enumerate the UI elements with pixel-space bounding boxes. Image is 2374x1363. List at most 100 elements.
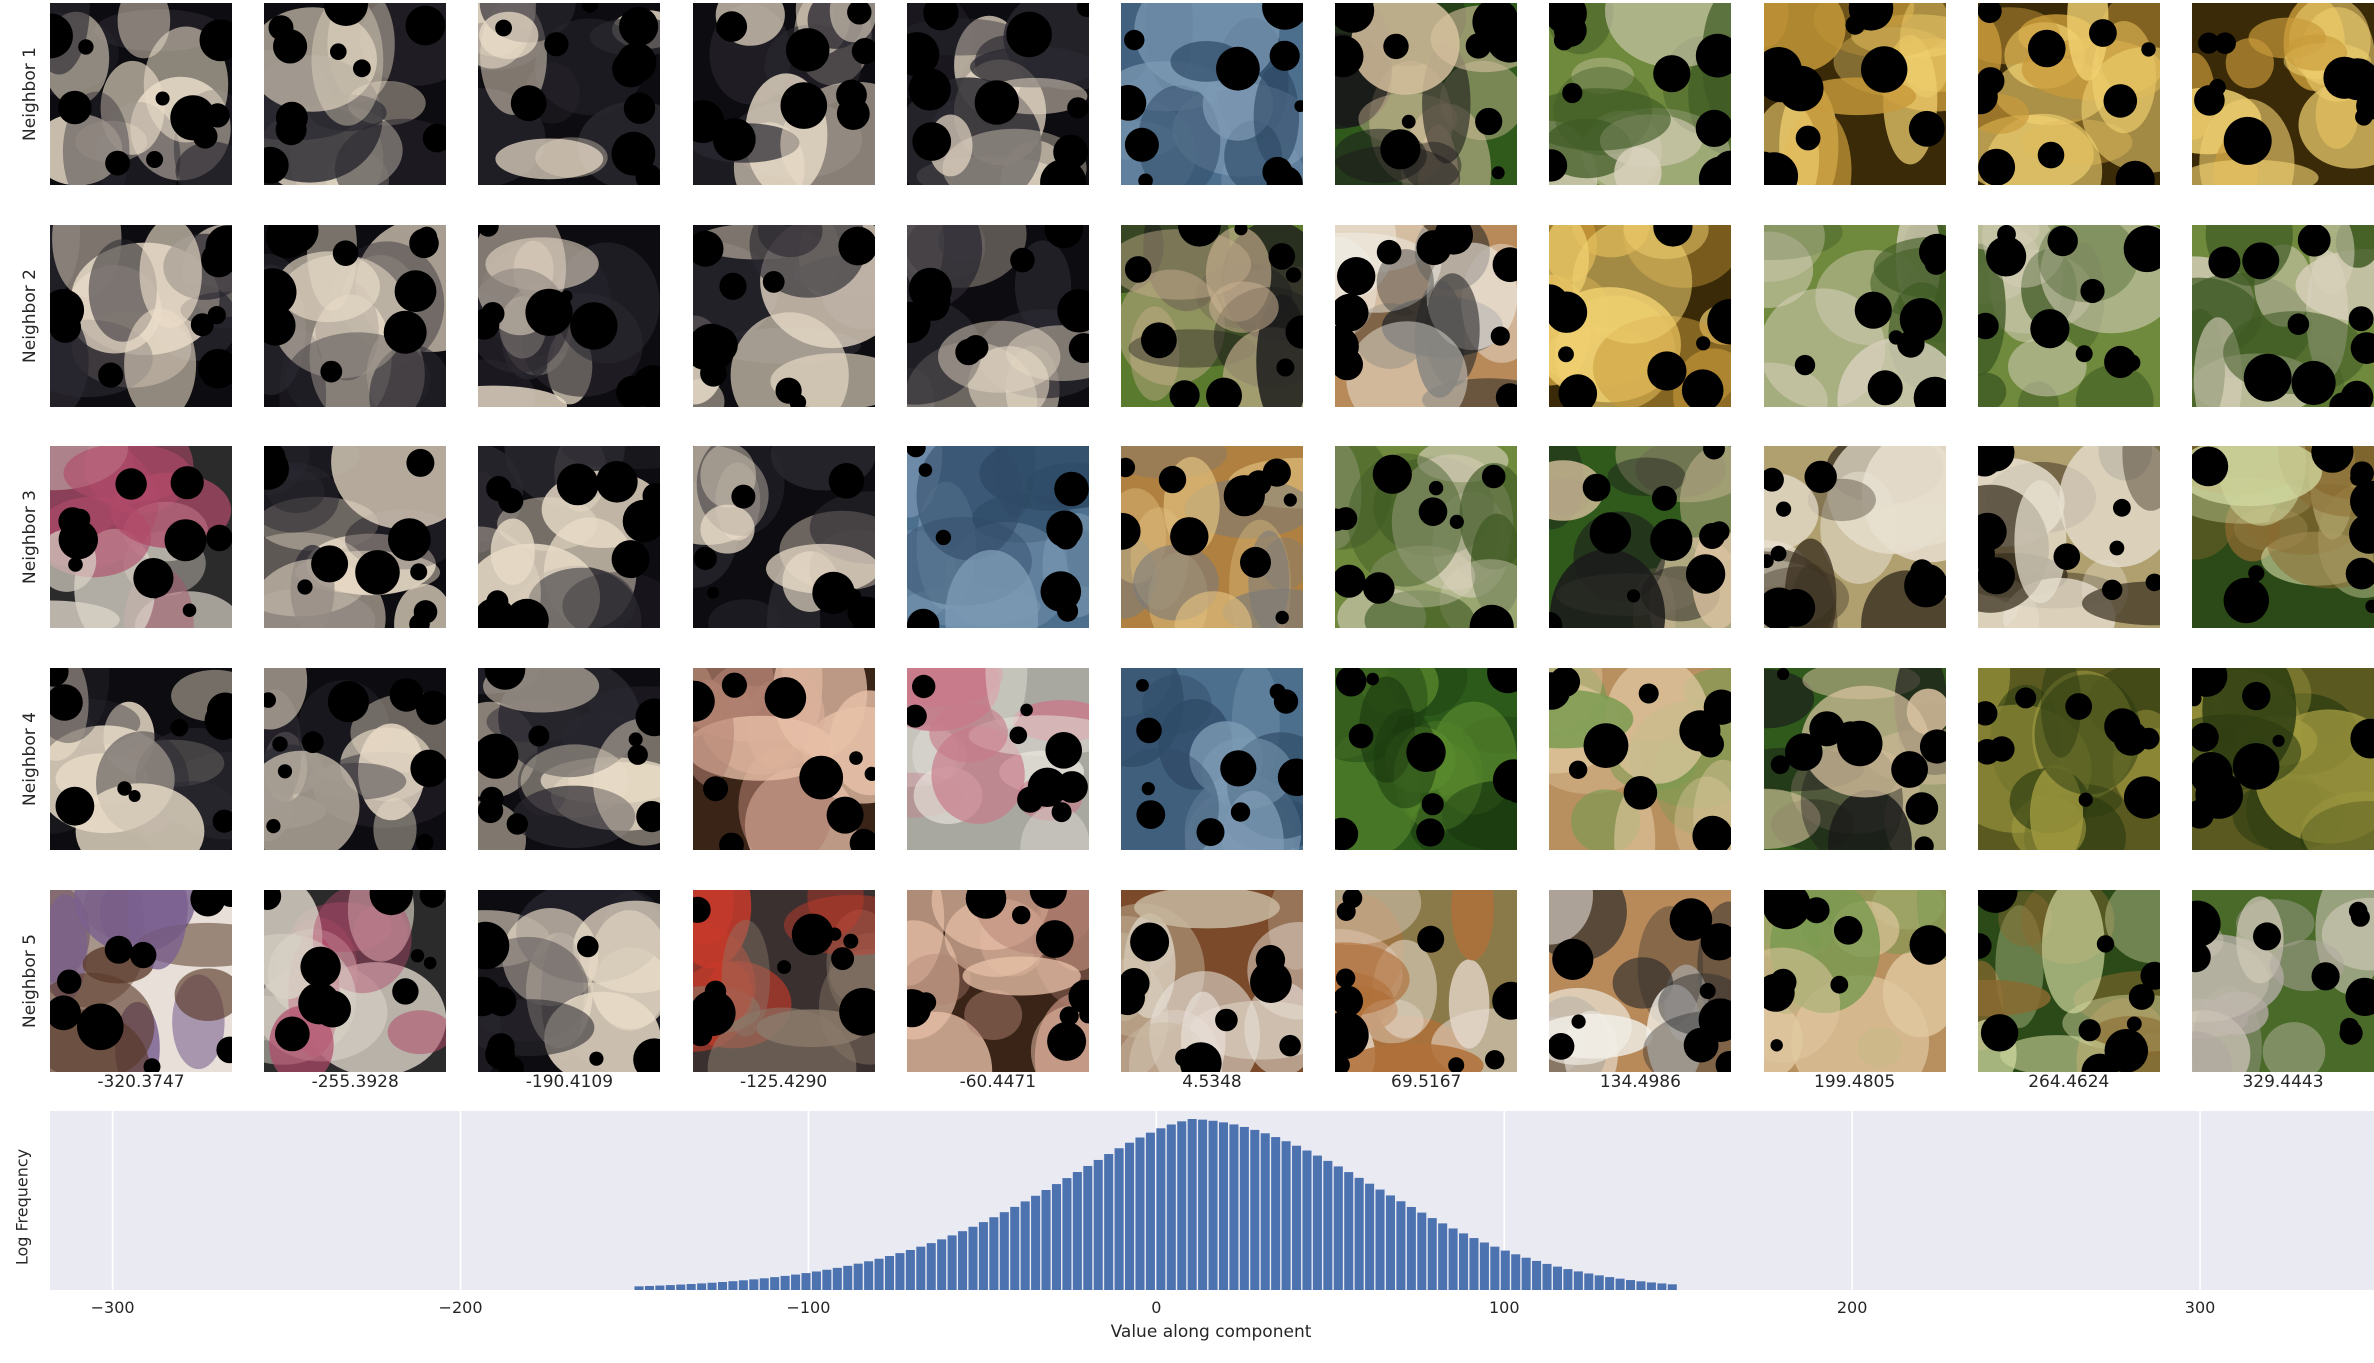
histogram-bar (926, 1243, 936, 1290)
histogram-bar (1208, 1120, 1218, 1290)
neighbor-thumbnail (1121, 889, 1303, 1072)
neighbor-thumbnail (1977, 668, 2160, 851)
histogram-bar (1292, 1145, 1302, 1290)
histogram-bar (905, 1249, 915, 1290)
neighbor-thumbnail (2192, 446, 2374, 629)
histogram-bar (1250, 1129, 1260, 1290)
neighbor-thumbnail (264, 224, 447, 407)
histogram-bar (1125, 1142, 1135, 1290)
neighbor-thumbnail (50, 668, 232, 851)
histogram-bar (811, 1271, 821, 1290)
neighbor-thumbnail (478, 3, 661, 185)
histogram-bar (697, 1283, 707, 1290)
histogram-bar (634, 1286, 644, 1290)
histogram-bar (759, 1278, 769, 1290)
histogram-bar (780, 1275, 790, 1290)
histogram-bar (1271, 1137, 1281, 1290)
histogram-bar (1323, 1160, 1333, 1290)
histogram-bar (978, 1222, 988, 1290)
histogram-bar (874, 1258, 884, 1290)
column-value-label: 69.5167 (1391, 1072, 1462, 1092)
histogram-bar (676, 1284, 686, 1290)
histogram-bar (749, 1279, 759, 1290)
neighbor-thumbnail (50, 3, 232, 185)
column-value-label: -255.3928 (311, 1072, 399, 1092)
histogram-bar (1448, 1228, 1458, 1290)
histogram-bar (1145, 1132, 1155, 1290)
histogram-bar (770, 1277, 780, 1290)
histogram-bar (1333, 1166, 1343, 1290)
neighbor-thumbnail (478, 446, 661, 629)
y-axis-label: Log Frequency (12, 1148, 32, 1266)
neighbor-thumbnail (50, 889, 232, 1072)
histogram-bar (1563, 1269, 1573, 1290)
column-value-label: 134.4986 (1599, 1072, 1681, 1092)
neighbor-thumbnail (1549, 668, 1732, 851)
neighbor-thumbnail (1763, 889, 1946, 1072)
row-label-neighbor-5: Neighbor 5 (20, 933, 40, 1028)
x-tick-label: −200 (439, 1298, 483, 1317)
histogram-bar (1406, 1206, 1416, 1290)
histogram-bar (1093, 1159, 1103, 1290)
histogram-bar (1584, 1273, 1594, 1290)
neighbor-thumbnail (1763, 224, 1946, 407)
neighbor-thumbnail (478, 668, 661, 851)
neighbor-thumbnail (2192, 668, 2374, 851)
histogram-bar (1344, 1172, 1354, 1290)
histogram-bar (1594, 1275, 1604, 1290)
histogram-bar (644, 1285, 654, 1290)
histogram-bar (1500, 1250, 1510, 1290)
column-value-label: -60.4471 (959, 1072, 1037, 1092)
x-tick-label: 100 (1489, 1298, 1520, 1317)
histogram-bar (1646, 1282, 1656, 1290)
row-label-neighbor-4: Neighbor 4 (20, 712, 40, 807)
neighbor-thumbnail (50, 224, 232, 407)
histogram-bar (843, 1265, 853, 1290)
x-tick-label: 300 (2185, 1298, 2216, 1317)
histogram-bar (1104, 1154, 1114, 1290)
histogram-bar (1020, 1201, 1030, 1290)
neighbor-thumbnail (906, 889, 1089, 1072)
histogram-bar (1135, 1137, 1145, 1290)
neighbor-thumbnail (264, 889, 447, 1072)
histogram-bar (1354, 1177, 1364, 1290)
histogram-bar (1156, 1128, 1166, 1290)
x-tick-label: −100 (786, 1298, 830, 1317)
histogram-bar (738, 1280, 748, 1290)
histogram-bar (1427, 1218, 1437, 1290)
histogram-bar (1031, 1195, 1041, 1290)
neighbor-thumbnail (692, 446, 875, 629)
histogram-bar (1010, 1206, 1020, 1290)
neighbor-thumbnail (264, 446, 447, 629)
column-value-label: 329.4443 (2242, 1072, 2324, 1092)
histogram-bar (1312, 1155, 1322, 1290)
histogram-bar (1041, 1190, 1051, 1290)
histogram-bar (1083, 1165, 1093, 1290)
histogram-bar (1615, 1278, 1625, 1290)
histogram-bar (1521, 1257, 1531, 1290)
neighbor-thumbnail (264, 3, 447, 185)
histogram-bar (1051, 1184, 1061, 1290)
neighbor-thumbnail (692, 224, 875, 407)
histogram-bar (1469, 1238, 1479, 1290)
neighbor-thumbnail (1977, 446, 2160, 629)
histogram-bar (1459, 1233, 1469, 1290)
neighbor-thumbnail (1549, 889, 1732, 1072)
neighbor-thumbnail (906, 668, 1089, 851)
column-value-label: 199.4805 (1814, 1072, 1896, 1092)
histogram-bar (1438, 1223, 1448, 1290)
column-value-label: -320.3747 (97, 1072, 185, 1092)
histogram-bar (1177, 1121, 1187, 1290)
x-tick-label: 0 (1151, 1298, 1161, 1317)
histogram-bar (1281, 1141, 1291, 1290)
neighbor-thumbnail (2192, 889, 2374, 1072)
neighbor-thumbnail (1549, 446, 1732, 629)
histogram-bar (1417, 1212, 1427, 1290)
histogram-bar (1187, 1119, 1197, 1290)
histogram-bar (1511, 1254, 1521, 1290)
neighbor-thumbnail (692, 668, 875, 851)
histogram-bar (728, 1281, 738, 1290)
neighbor-thumbnail (1335, 668, 1518, 851)
column-value-label: 264.4624 (2028, 1072, 2110, 1092)
